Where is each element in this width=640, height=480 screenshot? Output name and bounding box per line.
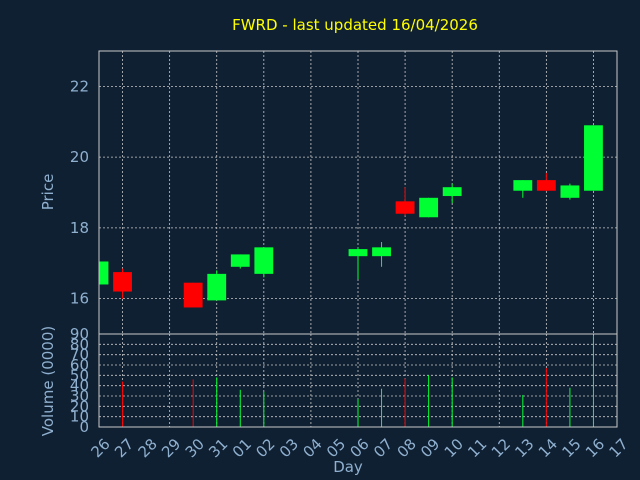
volume-tick-label: 80: [70, 335, 89, 353]
volume-bars: [122, 336, 594, 427]
x-axis-label: Day: [333, 458, 363, 476]
volume-panel-frame: [98, 333, 618, 428]
candle-body: [207, 273, 227, 301]
candle-body: [183, 282, 203, 308]
price-tick-label: 22: [70, 77, 89, 95]
price-tick-label: 20: [70, 148, 89, 166]
volume-tick-label: 30: [70, 387, 89, 405]
volume-tick-label: 50: [70, 366, 89, 384]
candle-body: [536, 180, 556, 191]
volume-tick-label: 40: [70, 377, 89, 395]
volume-axis-label: Volume (0000): [39, 326, 57, 436]
candle-body: [372, 247, 391, 257]
price-tick-label: 18: [70, 219, 89, 237]
chart-title: FWRD - last updated 16/04/2026: [232, 16, 478, 34]
price-tick-label: 16: [70, 290, 89, 308]
candle-body: [395, 201, 415, 214]
price-axis-label: Price: [39, 174, 57, 211]
candle-body: [419, 197, 439, 218]
volume-tick-label: 70: [70, 346, 89, 364]
candle-body: [113, 272, 132, 292]
volume-tick-label: 60: [70, 356, 89, 374]
price-candles: [98, 125, 603, 308]
candle-body: [348, 249, 368, 257]
candle-body: [442, 187, 462, 197]
candle-body: [584, 125, 603, 191]
candle-body: [254, 247, 274, 274]
candle-body: [99, 261, 109, 285]
volume-tick-label: 0: [79, 418, 89, 436]
candle-body: [230, 254, 250, 267]
volume-tick-label: 20: [70, 397, 89, 415]
candle-body: [560, 185, 580, 198]
volume-tick-label: 90: [70, 325, 89, 343]
candle-body: [513, 180, 533, 191]
volume-tick-label: 10: [70, 408, 89, 426]
